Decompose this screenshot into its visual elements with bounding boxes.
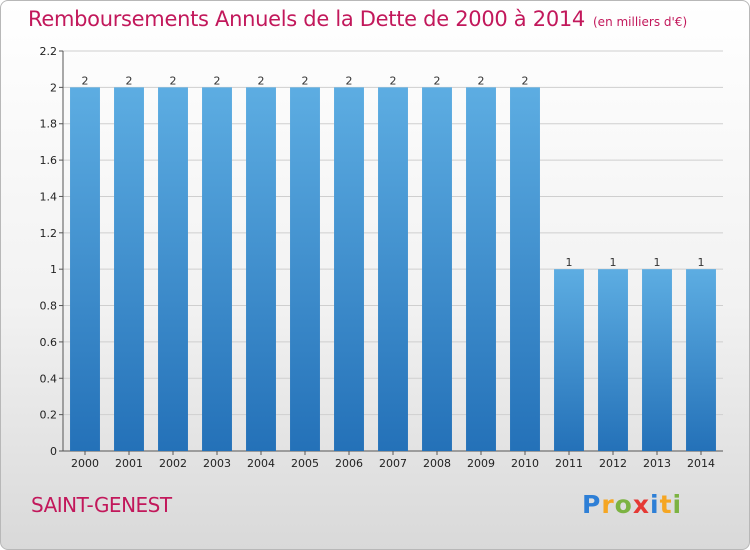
bar <box>554 269 584 451</box>
bar <box>290 87 320 451</box>
bar <box>334 87 364 451</box>
data-label: 1 <box>654 256 661 269</box>
bar <box>510 87 540 451</box>
bars <box>70 87 716 451</box>
logo-letter: i <box>650 490 660 519</box>
y-tick-label: 0 <box>50 445 57 458</box>
bar <box>466 87 496 451</box>
data-label: 2 <box>126 74 133 87</box>
x-tick-label: 2009 <box>467 457 495 470</box>
y-tick-label: 0.8 <box>40 300 58 313</box>
bar <box>246 87 276 451</box>
y-tick-label: 0.6 <box>40 336 58 349</box>
data-labels: 2 2 2 2 2 2 2 2 2 2 2 1 1 1 1 <box>82 74 705 269</box>
x-tick-label: 2013 <box>643 457 671 470</box>
bar <box>70 87 100 451</box>
data-label: 2 <box>258 74 265 87</box>
y-tick-label: 1.4 <box>40 190 58 203</box>
logo-letter: P <box>582 490 602 519</box>
x-tick-label: 2004 <box>247 457 275 470</box>
x-tick-label: 2002 <box>159 457 187 470</box>
x-tick-label: 2001 <box>115 457 143 470</box>
proxiti-logo: Proxiti <box>582 490 682 519</box>
data-label: 2 <box>82 74 89 87</box>
y-tick-label: 0.4 <box>40 372 58 385</box>
bar <box>202 87 232 451</box>
x-tick-label: 2014 <box>687 457 715 470</box>
x-tick-label: 2008 <box>423 457 451 470</box>
bar <box>114 87 144 451</box>
x-tick-label: 2007 <box>379 457 407 470</box>
y-tick-label: 1.2 <box>40 227 58 240</box>
chart-title: Remboursements Annuels de la Dette de 20… <box>28 7 687 31</box>
chart-unit: (en milliers d'€) <box>593 15 688 29</box>
y-tick-label: 1.6 <box>40 154 58 167</box>
y-tick-label: 2.2 <box>40 45 58 58</box>
x-tick-label: 2003 <box>203 457 231 470</box>
logo-letter: i <box>672 490 683 519</box>
data-label: 2 <box>434 74 441 87</box>
y-tick-label: 1 <box>50 263 57 276</box>
data-label: 2 <box>478 74 485 87</box>
y-tick-label: 0.2 <box>40 409 58 422</box>
logo-letter: o <box>614 490 633 519</box>
y-tick-label: 2 <box>50 81 57 94</box>
bar <box>598 269 628 451</box>
data-label: 1 <box>610 256 617 269</box>
y-tick-label: 1.8 <box>40 118 58 131</box>
bar <box>378 87 408 451</box>
x-tick-label: 2006 <box>335 457 363 470</box>
data-label: 2 <box>390 74 397 87</box>
x-tick-label: 2011 <box>555 457 583 470</box>
bar <box>158 87 188 451</box>
chart-title-text: Remboursements Annuels de la Dette de 20… <box>28 7 585 31</box>
x-tick-label: 2010 <box>511 457 539 470</box>
logo-letter: x <box>632 490 650 519</box>
data-label: 2 <box>214 74 221 87</box>
data-label: 1 <box>698 256 705 269</box>
data-label: 2 <box>346 74 353 87</box>
data-label: 1 <box>566 256 573 269</box>
data-label: 2 <box>302 74 309 87</box>
data-label: 2 <box>170 74 177 87</box>
x-tick-label: 2005 <box>291 457 319 470</box>
logo-letter: r <box>601 490 615 519</box>
x-tick-label: 2000 <box>71 457 99 470</box>
logo-letter: t <box>659 490 673 519</box>
data-label: 2 <box>522 74 529 87</box>
bar <box>642 269 672 451</box>
bar <box>686 269 716 451</box>
place-name: SAINT-GENEST <box>31 493 172 517</box>
bar <box>422 87 452 451</box>
x-tick-label: 2012 <box>599 457 627 470</box>
